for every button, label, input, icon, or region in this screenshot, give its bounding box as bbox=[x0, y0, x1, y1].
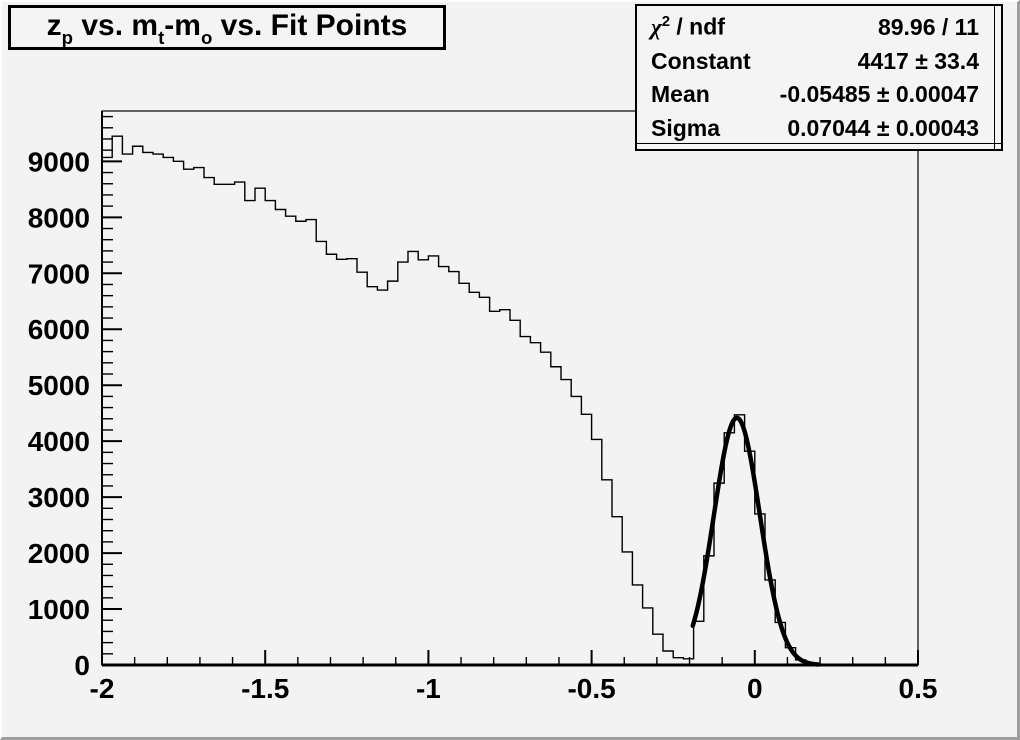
y-tick-label: 7000 bbox=[28, 258, 90, 289]
y-tick-label: 2000 bbox=[28, 538, 90, 569]
stat-label-constant: Constant bbox=[651, 47, 751, 74]
title-box: zp vs. mt-mo vs. Fit Points bbox=[8, 5, 446, 50]
y-tick-label: 0 bbox=[74, 650, 90, 681]
stat-label-chi2: χ2 / ndf bbox=[651, 13, 725, 40]
plot-frame bbox=[101, 110, 919, 666]
x-tick-label: 0 bbox=[747, 673, 763, 704]
stats-box: χ2 / ndf 89.96 / 11 Constant 4417 ± 33.4… bbox=[635, 4, 1003, 151]
histogram-step-line bbox=[102, 135, 918, 666]
stat-row-constant: Constant 4417 ± 33.4 bbox=[651, 47, 989, 74]
y-tick-label: 5000 bbox=[28, 370, 90, 401]
stat-row-sigma: Sigma 0.07044 ± 0.00043 bbox=[651, 114, 989, 141]
stat-row-mean: Mean -0.05485 ± 0.00047 bbox=[651, 83, 989, 106]
x-tick-label: -1 bbox=[416, 673, 441, 704]
x-tick-label: -2 bbox=[90, 673, 115, 704]
gaussian-fit-curve bbox=[690, 415, 821, 667]
x-tick-label: -0.5 bbox=[567, 673, 615, 704]
y-tick-label: 8000 bbox=[28, 202, 90, 233]
stat-value-mean: -0.05485 ± 0.00047 bbox=[779, 81, 979, 108]
y-tick-label: 9000 bbox=[28, 146, 90, 177]
x-tick-label: -1.5 bbox=[241, 673, 289, 704]
y-tick-label: 6000 bbox=[28, 314, 90, 345]
y-tick-label: 4000 bbox=[28, 426, 90, 457]
stat-label-mean: Mean bbox=[651, 81, 710, 108]
stat-value-constant: 4417 ± 33.4 bbox=[857, 47, 979, 74]
stat-row-chi2: χ2 / ndf 89.96 / 11 bbox=[651, 13, 989, 40]
y-tick-label: 1000 bbox=[28, 594, 90, 625]
plot-title: zp vs. mt-mo vs. Fit Points bbox=[46, 8, 408, 48]
stat-value-sigma: 0.07044 ± 0.00043 bbox=[787, 114, 979, 141]
stat-label-sigma: Sigma bbox=[651, 114, 721, 141]
x-tick-label: 0.5 bbox=[899, 673, 938, 704]
y-tick-label: 3000 bbox=[28, 482, 90, 513]
stat-value-chi2: 89.96 / 11 bbox=[877, 13, 979, 40]
